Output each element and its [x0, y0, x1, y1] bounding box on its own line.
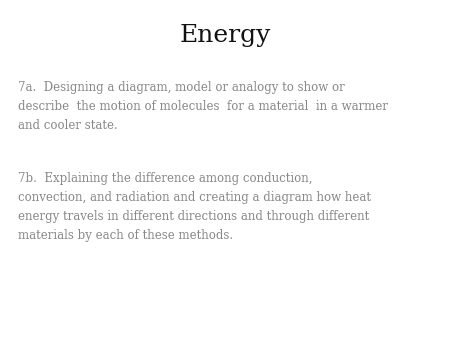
Text: 7b.  Explaining the difference among conduction,
convection, and radiation and c: 7b. Explaining the difference among cond… [18, 172, 371, 242]
Text: 7a.  Designing a diagram, model or analogy to show or
describe  the motion of mo: 7a. Designing a diagram, model or analog… [18, 81, 388, 132]
Text: Energy: Energy [179, 24, 271, 47]
